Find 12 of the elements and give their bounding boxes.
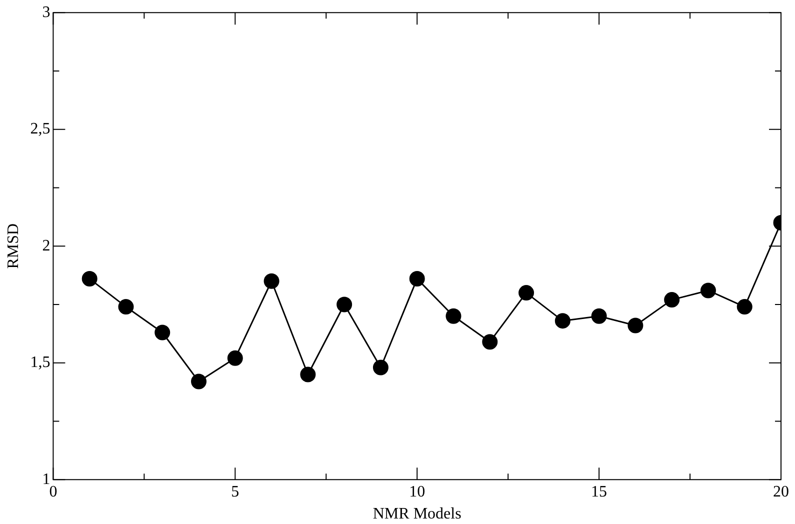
x-tick-label: 10 [409, 483, 426, 500]
y-axis-title: RMSD [4, 223, 22, 269]
y-tick-label: 2,5 [30, 120, 50, 138]
y-tick-label: 1,5 [30, 354, 50, 372]
y-tick-label: 1 [42, 470, 50, 488]
x-tick-label: 0 [49, 483, 58, 500]
y-tick-label: 2 [42, 237, 50, 254]
x-tick-label: 5 [231, 483, 240, 500]
x-tick-label: 15 [591, 483, 608, 500]
x-tick-label: 20 [773, 483, 789, 500]
x-axis-title: NMR Models [372, 506, 462, 523]
y-tick-label: 3 [42, 4, 50, 21]
